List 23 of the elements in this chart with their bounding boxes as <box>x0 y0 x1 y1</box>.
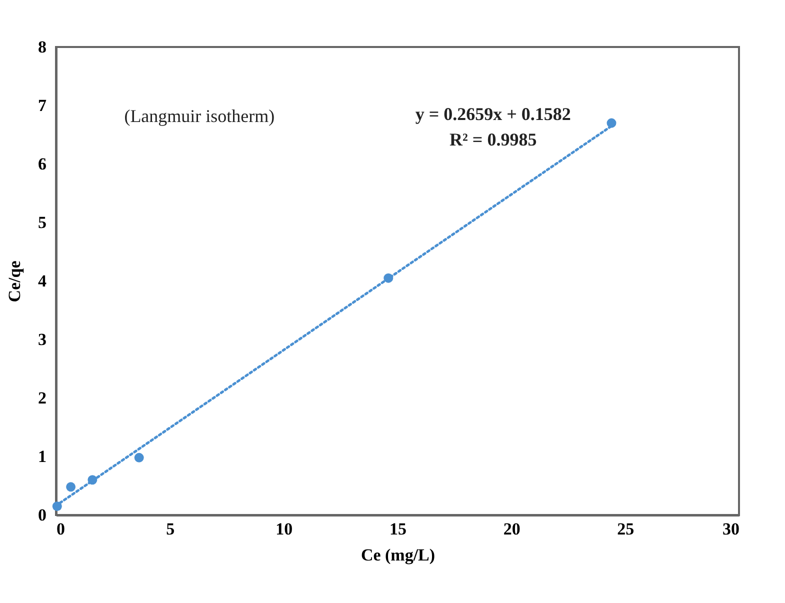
x-tick-label: 10 <box>276 520 293 538</box>
x-tick-label: 25 <box>617 520 634 538</box>
annotation: (Langmuir isotherm) <box>124 106 275 126</box>
y-tick-label: 6 <box>38 154 46 174</box>
y-axis-title: Ce/qe <box>5 260 24 302</box>
y-tick-label: 3 <box>38 330 46 349</box>
y-tick-label: 0 <box>38 506 46 524</box>
x-tick-label: 15 <box>390 520 406 538</box>
y-tick-label: 7 <box>38 96 47 115</box>
x-tick-label: 0 <box>56 520 65 538</box>
x-axis-title: Ce (mg/L) <box>360 546 436 564</box>
y-tick-label: 4 <box>38 272 47 290</box>
x-tick-label: 5 <box>166 520 175 538</box>
y-tick-label: 2 <box>38 388 46 408</box>
annotation: y = 0.2659x + 0.1582 <box>415 104 571 124</box>
y-tick-label: 8 <box>38 38 46 56</box>
point <box>134 452 144 462</box>
x-tick-label: 30 <box>722 520 740 538</box>
x-tick-label: 20 <box>503 520 520 538</box>
annotation: R² = 0.9985 <box>450 130 537 150</box>
y-tick-label: 5 <box>38 213 46 232</box>
y-tick-label: 1 <box>38 447 46 466</box>
point <box>66 482 76 492</box>
